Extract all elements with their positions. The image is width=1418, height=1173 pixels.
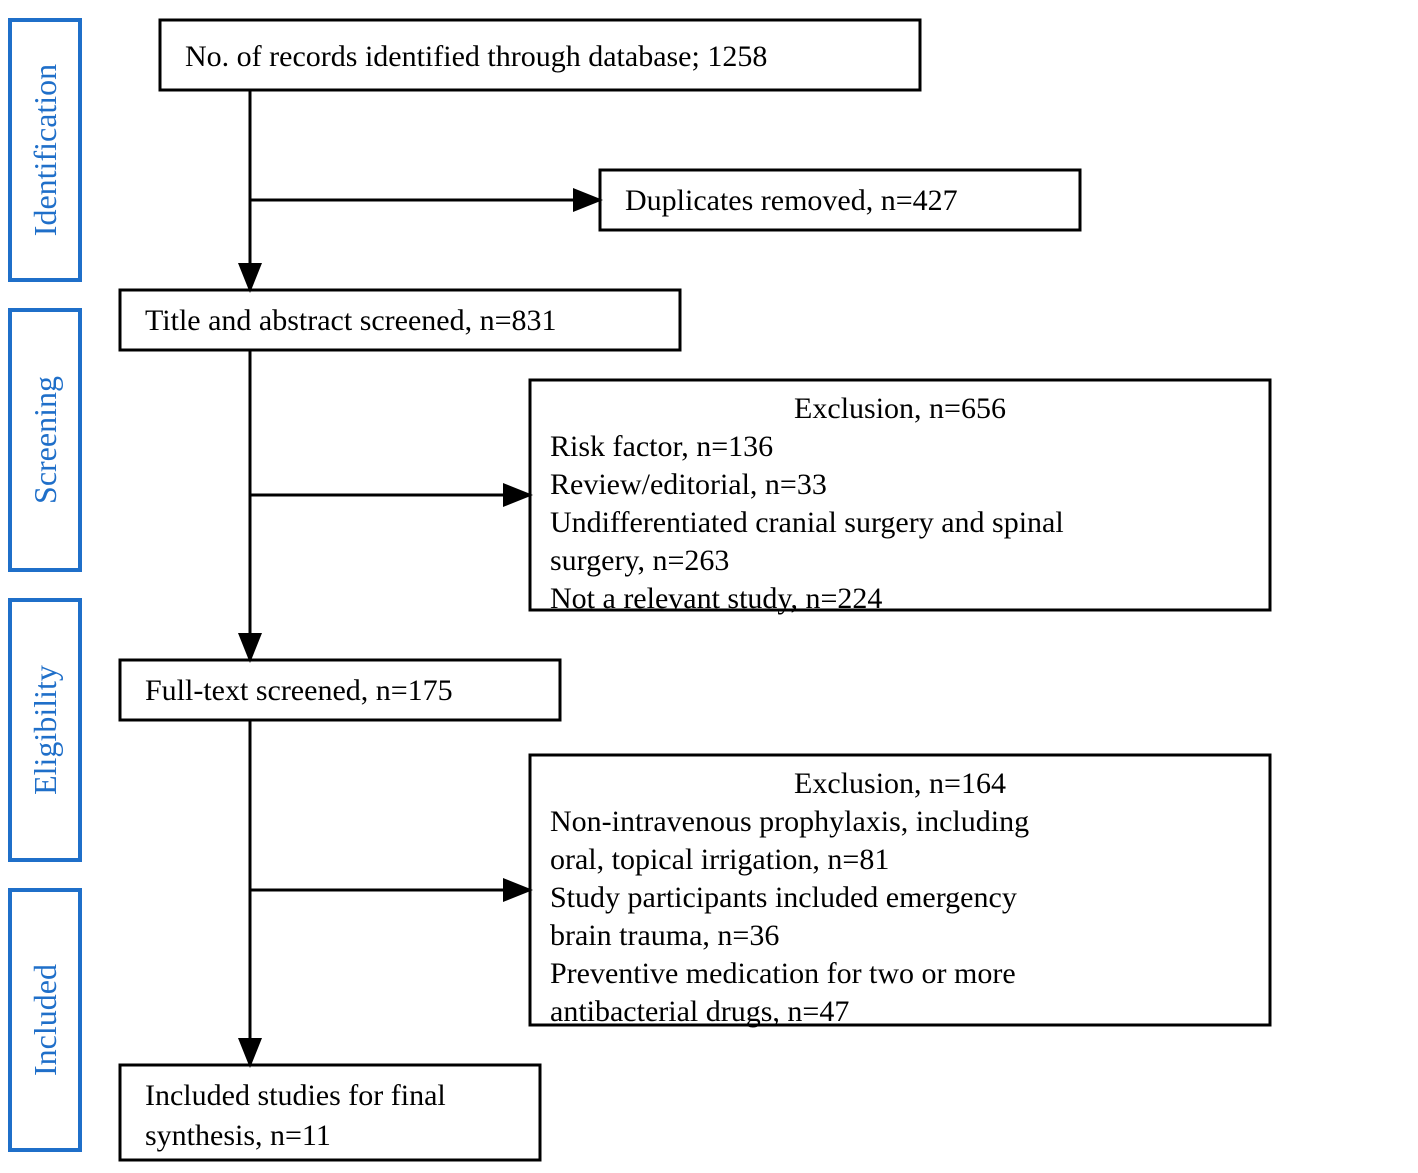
node-records: No. of records identified through databa… xyxy=(160,20,920,90)
node-text-title_abstract: Title and abstract screened, n=831 xyxy=(145,304,557,337)
stage-eligibility: Eligibility xyxy=(10,600,80,860)
node-exclusion1: Exclusion, n=656Risk factor, n=136Review… xyxy=(530,380,1270,615)
node-exclusion2: Exclusion, n=164Non-intravenous prophyla… xyxy=(530,755,1270,1028)
stage-identification: Identification xyxy=(10,20,80,280)
node-text-records: No. of records identified through databa… xyxy=(185,40,767,73)
stage-label-screening: Screening xyxy=(27,376,63,504)
node-text-fulltext: Full-text screened, n=175 xyxy=(145,674,453,707)
stage-label-included: Included xyxy=(27,964,63,1076)
stage-label-eligibility: Eligibility xyxy=(27,665,63,795)
node-included: Included studies for finalsynthesis, n=1… xyxy=(120,1065,540,1160)
node-text-exclusion2: Exclusion, n=164Non-intravenous prophyla… xyxy=(550,767,1029,1028)
stage-included: Included xyxy=(10,890,80,1150)
stage-label-identification: Identification xyxy=(27,64,63,236)
node-title_abstract: Title and abstract screened, n=831 xyxy=(120,290,680,350)
node-duplicates: Duplicates removed, n=427 xyxy=(600,170,1080,230)
node-fulltext: Full-text screened, n=175 xyxy=(120,660,560,720)
stage-screening: Screening xyxy=(10,310,80,570)
node-text-duplicates: Duplicates removed, n=427 xyxy=(625,184,958,217)
